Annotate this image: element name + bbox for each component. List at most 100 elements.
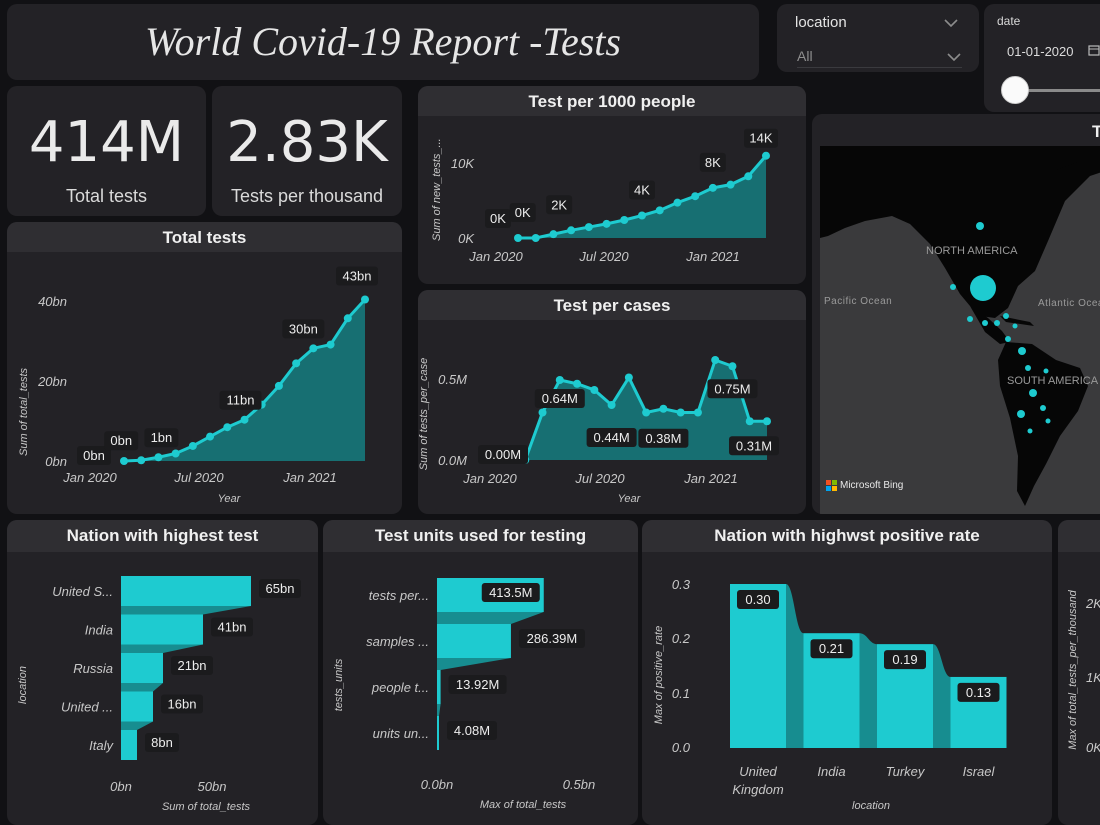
data-point[interactable] xyxy=(555,376,564,384)
category-label: Russia xyxy=(73,661,113,676)
test-units-bars: tests per... 413.5M samples ... 286.39M peop… xyxy=(366,578,585,750)
tests-per-1000-series: 0K 0K 2K 4K 8K 14K xyxy=(485,128,778,242)
data-label-bg xyxy=(638,428,689,448)
bar[interactable] xyxy=(121,614,203,645)
map-bubble[interactable] xyxy=(1012,323,1018,329)
date-input[interactable]: 01-01-2020 xyxy=(1007,44,1074,59)
data-label-bg xyxy=(447,721,497,740)
data-point[interactable] xyxy=(573,379,582,388)
date-slider-track[interactable] xyxy=(1014,89,1100,92)
y-tick: 0bn xyxy=(45,454,67,469)
data-point[interactable] xyxy=(708,183,717,192)
bar[interactable] xyxy=(437,716,439,750)
map-bubble[interactable] xyxy=(1040,405,1046,411)
data-point[interactable] xyxy=(726,180,735,189)
map-bubble[interactable] xyxy=(1027,428,1033,434)
y-axis-title: tests_units xyxy=(333,658,345,711)
data-point[interactable] xyxy=(223,423,232,432)
date-slicer[interactable]: date 01-01-2020 xyxy=(984,4,1100,112)
data-point[interactable] xyxy=(188,441,197,450)
data-point[interactable] xyxy=(676,408,685,417)
bar[interactable] xyxy=(121,576,251,606)
map-bubble[interactable] xyxy=(950,284,956,290)
bar[interactable] xyxy=(730,584,786,748)
data-point[interactable] xyxy=(745,417,754,426)
bar[interactable] xyxy=(121,730,137,760)
bar[interactable] xyxy=(437,670,441,704)
data-point[interactable] xyxy=(624,373,633,382)
test-units-chart: tests_units 0.0bn 0.5bn Max of total_tes… xyxy=(333,578,595,811)
data-point[interactable] xyxy=(240,415,249,424)
greenland-landmass xyxy=(1035,146,1082,170)
data-point[interactable] xyxy=(607,401,616,409)
data-point[interactable] xyxy=(538,408,547,417)
data-label-bg xyxy=(77,446,111,465)
data-point[interactable] xyxy=(343,314,352,323)
map-bubble[interactable] xyxy=(1017,410,1025,418)
map-bubble[interactable] xyxy=(1045,418,1051,424)
data-point[interactable] xyxy=(292,359,301,368)
data-point[interactable] xyxy=(361,295,369,304)
map-bubble[interactable] xyxy=(994,320,1000,326)
data-label-bg xyxy=(707,379,758,399)
data-label-bg xyxy=(810,639,853,659)
data-point[interactable] xyxy=(638,211,646,220)
data-point[interactable] xyxy=(744,172,753,181)
data-point[interactable] xyxy=(120,457,128,465)
data-point[interactable] xyxy=(309,344,318,353)
data-point[interactable] xyxy=(693,408,702,417)
data-point[interactable] xyxy=(584,223,593,232)
map-bubble[interactable] xyxy=(1043,368,1049,374)
bar[interactable] xyxy=(121,653,163,683)
data-point[interactable] xyxy=(655,206,664,215)
data-point[interactable] xyxy=(171,449,180,458)
location-dropdown[interactable]: All xyxy=(797,48,962,68)
calendar-icon[interactable] xyxy=(1088,44,1100,56)
data-point[interactable] xyxy=(620,216,629,224)
highest-test-card: Nation with highest test location 0bn 50… xyxy=(7,520,318,825)
ribbon-connector xyxy=(933,644,951,748)
data-point[interactable] xyxy=(728,362,737,371)
data-label: 2K xyxy=(551,197,567,212)
data-label-bg xyxy=(144,428,179,448)
data-point[interactable] xyxy=(514,234,522,242)
data-point[interactable] xyxy=(642,408,651,417)
data-point[interactable] xyxy=(137,456,146,465)
bar[interactable] xyxy=(121,691,153,722)
data-point[interactable] xyxy=(602,219,611,228)
data-point[interactable] xyxy=(531,234,540,242)
data-point[interactable] xyxy=(673,198,682,207)
data-point[interactable] xyxy=(711,356,720,364)
data-point[interactable] xyxy=(763,417,771,426)
map-bubble[interactable] xyxy=(967,316,973,322)
location-slicer[interactable]: location All xyxy=(777,4,979,72)
chevron-down-icon[interactable] xyxy=(943,18,959,28)
map-card[interactable]: T NORTH AMERICA SOUTH AMERICA Pacific Oc… xyxy=(812,114,1100,514)
y-tick: 20bn xyxy=(37,374,67,389)
map-bubble[interactable] xyxy=(1005,336,1011,342)
data-point[interactable] xyxy=(659,404,668,413)
data-label-bg xyxy=(145,733,179,752)
map-bubble[interactable] xyxy=(1018,347,1026,355)
data-point[interactable] xyxy=(326,340,335,349)
map-bubble[interactable] xyxy=(1025,365,1031,371)
map-bubble[interactable] xyxy=(982,320,988,326)
data-point[interactable] xyxy=(274,381,283,390)
map-canvas[interactable]: NORTH AMERICA SOUTH AMERICA Pacific Ocea… xyxy=(820,146,1100,514)
bar[interactable] xyxy=(437,624,511,658)
map-bubble[interactable] xyxy=(970,275,996,301)
map-bubble[interactable] xyxy=(976,222,984,230)
data-point[interactable] xyxy=(206,432,215,441)
date-slider-handle[interactable] xyxy=(1001,76,1029,104)
data-point[interactable] xyxy=(762,151,770,160)
data-point[interactable] xyxy=(567,226,576,235)
positive-rate-bars: 0.30 United Kingdom 0.21 India 0.19 Turkey 0.13… xyxy=(730,584,1007,797)
data-point[interactable] xyxy=(549,230,558,239)
data-point[interactable] xyxy=(691,192,700,201)
data-point[interactable] xyxy=(590,386,599,394)
kpi-tests-per-thousand: 2.83K Tests per thousand xyxy=(212,86,402,216)
map-bubble[interactable] xyxy=(1029,389,1037,397)
y-tick: 0K xyxy=(458,231,475,246)
map-bubble[interactable] xyxy=(1003,313,1009,319)
data-point[interactable] xyxy=(154,453,163,462)
